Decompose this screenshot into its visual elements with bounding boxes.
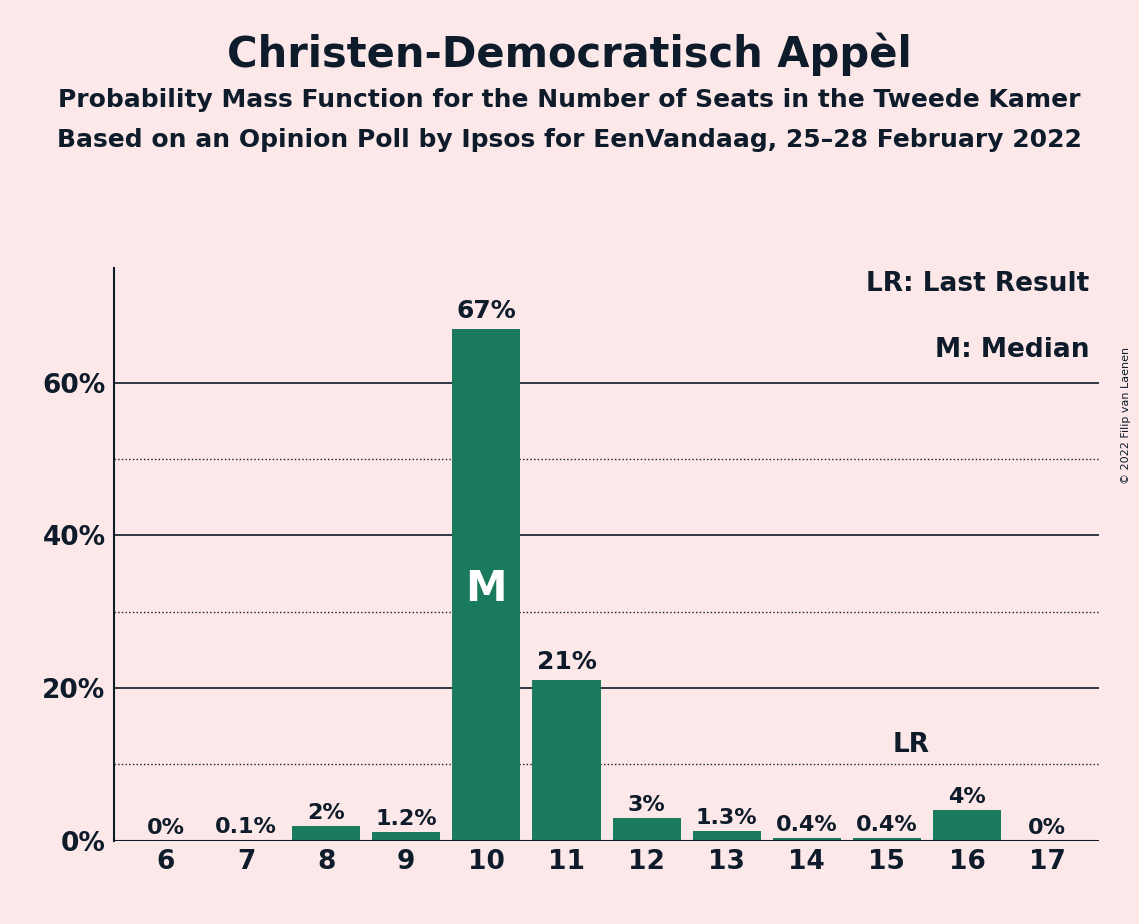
Text: 0.4%: 0.4% [776,815,837,834]
Text: 3%: 3% [628,795,665,815]
Bar [532,680,600,841]
Text: M: M [466,567,507,610]
Text: 67%: 67% [457,299,516,323]
Text: LR: Last Result: LR: Last Result [866,271,1089,297]
Text: 0%: 0% [147,818,185,838]
Bar [613,818,681,841]
Text: 4%: 4% [948,787,986,808]
Text: Christen-Democratisch Appèl: Christen-Democratisch Appèl [227,32,912,76]
Text: 1.2%: 1.2% [376,808,437,829]
Bar [772,838,841,841]
Text: 0.4%: 0.4% [857,815,918,834]
Text: Probability Mass Function for the Number of Seats in the Tweede Kamer: Probability Mass Function for the Number… [58,88,1081,112]
Bar [693,831,761,841]
Bar [853,838,921,841]
Text: 1.3%: 1.3% [696,808,757,828]
Bar [372,832,441,841]
Text: 0.1%: 0.1% [215,817,277,837]
Text: 0%: 0% [1029,818,1066,838]
Text: M: Median: M: Median [935,336,1089,363]
Text: 21%: 21% [536,650,597,675]
Bar [933,810,1001,841]
Bar [452,329,521,841]
Text: LR: LR [892,733,929,759]
Text: © 2022 Filip van Laenen: © 2022 Filip van Laenen [1121,347,1131,484]
Text: 2%: 2% [308,803,345,822]
Text: Based on an Opinion Poll by Ipsos for EenVandaag, 25–28 February 2022: Based on an Opinion Poll by Ipsos for Ee… [57,128,1082,152]
Bar [292,825,360,841]
